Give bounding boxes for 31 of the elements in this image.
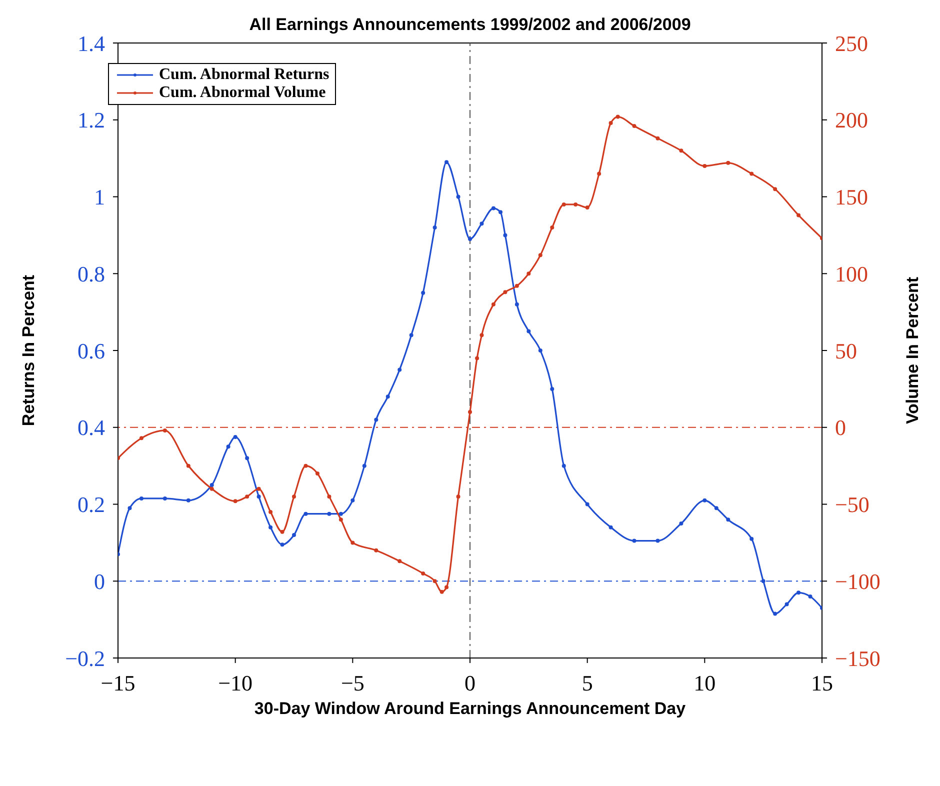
x-tick-label: 10 [694, 670, 716, 696]
y-tick-label: −0.2 [65, 646, 105, 671]
legend-label: Cum. Abnormal Returns [159, 66, 330, 84]
y-tick-label: 1 [94, 184, 105, 210]
chart-title: All Earnings Announcements 1999/2002 and 2006/2009 [249, 15, 691, 34]
y-tick-label: 1.4 [78, 30, 105, 56]
x-axis-title: 30-Day Window Around Earnings Announcement Day [254, 699, 686, 718]
x-tick-label: −5 [340, 670, 364, 696]
x-tick-label: −15 [100, 670, 136, 696]
y-tick-label: 0.6 [78, 338, 105, 364]
y2-tick-label: 50 [835, 338, 857, 364]
x-tick-label: −10 [218, 670, 253, 696]
y-tick-label: 1.2 [78, 108, 105, 133]
y2-tick-label: −50 [835, 492, 870, 518]
y2-tick-label: −150 [835, 646, 880, 671]
y-tick-label: 0.8 [78, 261, 105, 286]
y-tick-label: 0.4 [78, 415, 105, 440]
x-tick-label: 15 [811, 670, 833, 696]
legend-label: Cum. Abnormal Volume [159, 84, 326, 102]
y2-tick-label: −100 [835, 568, 880, 594]
y2-tick-label: 0 [835, 415, 846, 440]
y-tick-label: 0.2 [78, 492, 105, 518]
y2-tick-label: 100 [835, 261, 868, 286]
y2-axis-title: Volume In Percent [903, 276, 922, 424]
y-axis-title: Returns In Percent [19, 274, 38, 426]
y2-tick-label: 200 [835, 108, 868, 133]
y2-tick-label: 250 [835, 30, 868, 56]
y2-tick-label: 150 [835, 184, 868, 210]
y-tick-label: 0 [94, 568, 105, 594]
x-tick-label: 5 [582, 670, 593, 696]
x-tick-label: 0 [464, 670, 476, 696]
